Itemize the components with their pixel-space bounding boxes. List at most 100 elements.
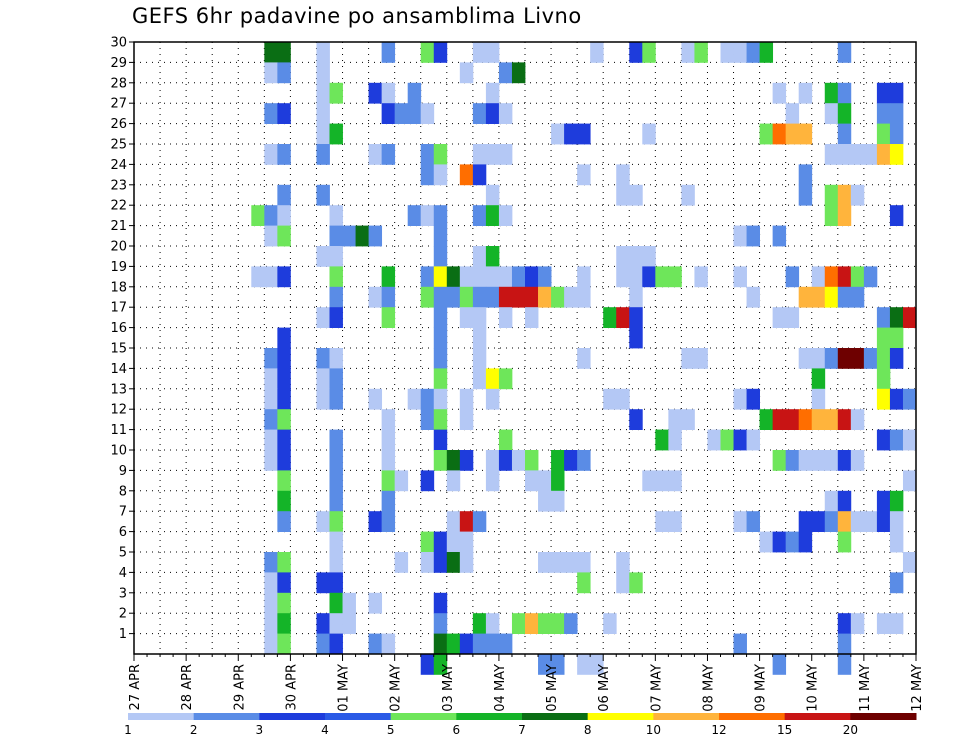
heatmap-cell	[446, 531, 461, 553]
heatmap-cell	[459, 450, 474, 471]
heatmap-cell	[329, 572, 343, 594]
heatmap-cell	[329, 368, 343, 390]
heatmap-cell	[876, 103, 891, 124]
heatmap-cell	[368, 286, 383, 308]
heatmap-cell	[329, 511, 343, 532]
heatmap-cell	[837, 103, 852, 124]
heatmap-cell	[316, 42, 330, 63]
y-tick-label: 4	[119, 566, 127, 581]
heatmap-cell	[368, 225, 383, 247]
heatmap-cell	[785, 266, 800, 288]
heatmap-cell	[837, 654, 852, 675]
plot-frame	[133, 41, 917, 655]
heatmap-cell	[394, 470, 409, 492]
heatmap-cell	[381, 633, 396, 655]
heatmap-cell	[577, 123, 591, 145]
heatmap-cell	[420, 409, 435, 430]
heatmap-cell	[381, 490, 396, 512]
y-tick-label: 30	[110, 36, 127, 51]
heatmap-cell	[681, 409, 695, 430]
heatmap-cell	[876, 490, 891, 512]
heatmap-cell	[277, 633, 291, 655]
heatmap-cell	[642, 266, 656, 288]
legend-label: 5	[387, 723, 395, 737]
heatmap-cell	[733, 511, 747, 532]
heatmap-cell	[798, 286, 813, 308]
heatmap-cell	[577, 164, 591, 186]
heatmap-cell	[316, 184, 330, 206]
heatmap-cell	[577, 286, 591, 308]
legend-swatch	[128, 713, 195, 720]
heatmap-cell	[511, 62, 526, 84]
heatmap-cell	[472, 368, 487, 390]
x-tick-label: 01 MAY	[337, 664, 352, 712]
heatmap-cell	[798, 409, 813, 430]
heatmap-cell	[590, 654, 604, 675]
heatmap-cell	[459, 62, 474, 84]
heatmap-cell	[629, 246, 643, 267]
heatmap-cell	[420, 164, 435, 186]
legend-swatch	[719, 713, 786, 720]
heatmap-cell	[368, 144, 383, 165]
x-tick-label: 08 MAY	[701, 664, 716, 712]
heatmap-cell	[459, 286, 474, 308]
heatmap-cell	[264, 552, 278, 573]
heatmap-cell	[472, 246, 487, 267]
x-tick-label: 27 APR	[128, 664, 143, 710]
heatmap-cell	[850, 511, 865, 532]
heatmap-cell	[316, 62, 330, 84]
heatmap-cell	[459, 164, 474, 186]
heatmap-cell	[381, 286, 396, 308]
x-tick-label: 30 APR	[284, 664, 299, 710]
heatmap-cell	[277, 429, 291, 451]
heatmap-cell	[902, 429, 917, 451]
heatmap-cell	[837, 409, 852, 430]
heatmap-cell	[772, 307, 787, 328]
heatmap-cell	[407, 103, 422, 124]
heatmap-cell	[902, 552, 917, 573]
heatmap-cell	[538, 266, 552, 288]
heatmap-cell	[511, 286, 526, 308]
heatmap-cell	[433, 144, 448, 165]
heatmap-cell	[629, 409, 643, 430]
heatmap-cell	[420, 42, 435, 63]
heatmap-cell	[485, 184, 500, 206]
heatmap-cell	[316, 348, 330, 369]
heatmap-cell	[772, 123, 787, 145]
heatmap-cell	[889, 307, 904, 328]
heatmap-cell	[355, 225, 369, 247]
heatmap-cell	[850, 613, 865, 634]
heatmap-cell	[837, 42, 852, 63]
heatmap-cell	[655, 429, 669, 451]
heatmap-cell	[837, 286, 852, 308]
heatmap-cell	[316, 613, 330, 634]
heatmap-cell	[876, 327, 891, 349]
heatmap-cell	[277, 368, 291, 390]
heatmap-cell	[381, 103, 396, 124]
heatmap-cell	[511, 613, 526, 634]
y-tick-label: 8	[119, 484, 127, 499]
x-tick-label: 29 APR	[232, 664, 247, 710]
heatmap-cell	[277, 490, 291, 512]
heatmap-cell	[433, 654, 448, 675]
heatmap-cell	[472, 633, 487, 655]
heatmap-cell	[824, 409, 839, 430]
heatmap-cell	[538, 613, 552, 634]
legend-label: 12	[711, 723, 726, 737]
heatmap-cell	[433, 552, 448, 573]
heatmap-cell	[772, 82, 787, 104]
heatmap-cell	[420, 205, 435, 226]
heatmap-cell	[616, 572, 630, 594]
heatmap-cell	[876, 613, 891, 634]
y-tick-label: 15	[110, 342, 127, 357]
heatmap-cell	[316, 123, 330, 145]
legend-label: 4	[321, 723, 329, 737]
heatmap-cell	[785, 307, 800, 328]
heatmap-cell	[525, 470, 539, 492]
heatmap-cell	[759, 409, 774, 430]
heatmap-cell	[329, 82, 343, 104]
heatmap-cell	[446, 633, 461, 655]
heatmap-cell	[577, 348, 591, 369]
heatmap-cell	[368, 82, 383, 104]
